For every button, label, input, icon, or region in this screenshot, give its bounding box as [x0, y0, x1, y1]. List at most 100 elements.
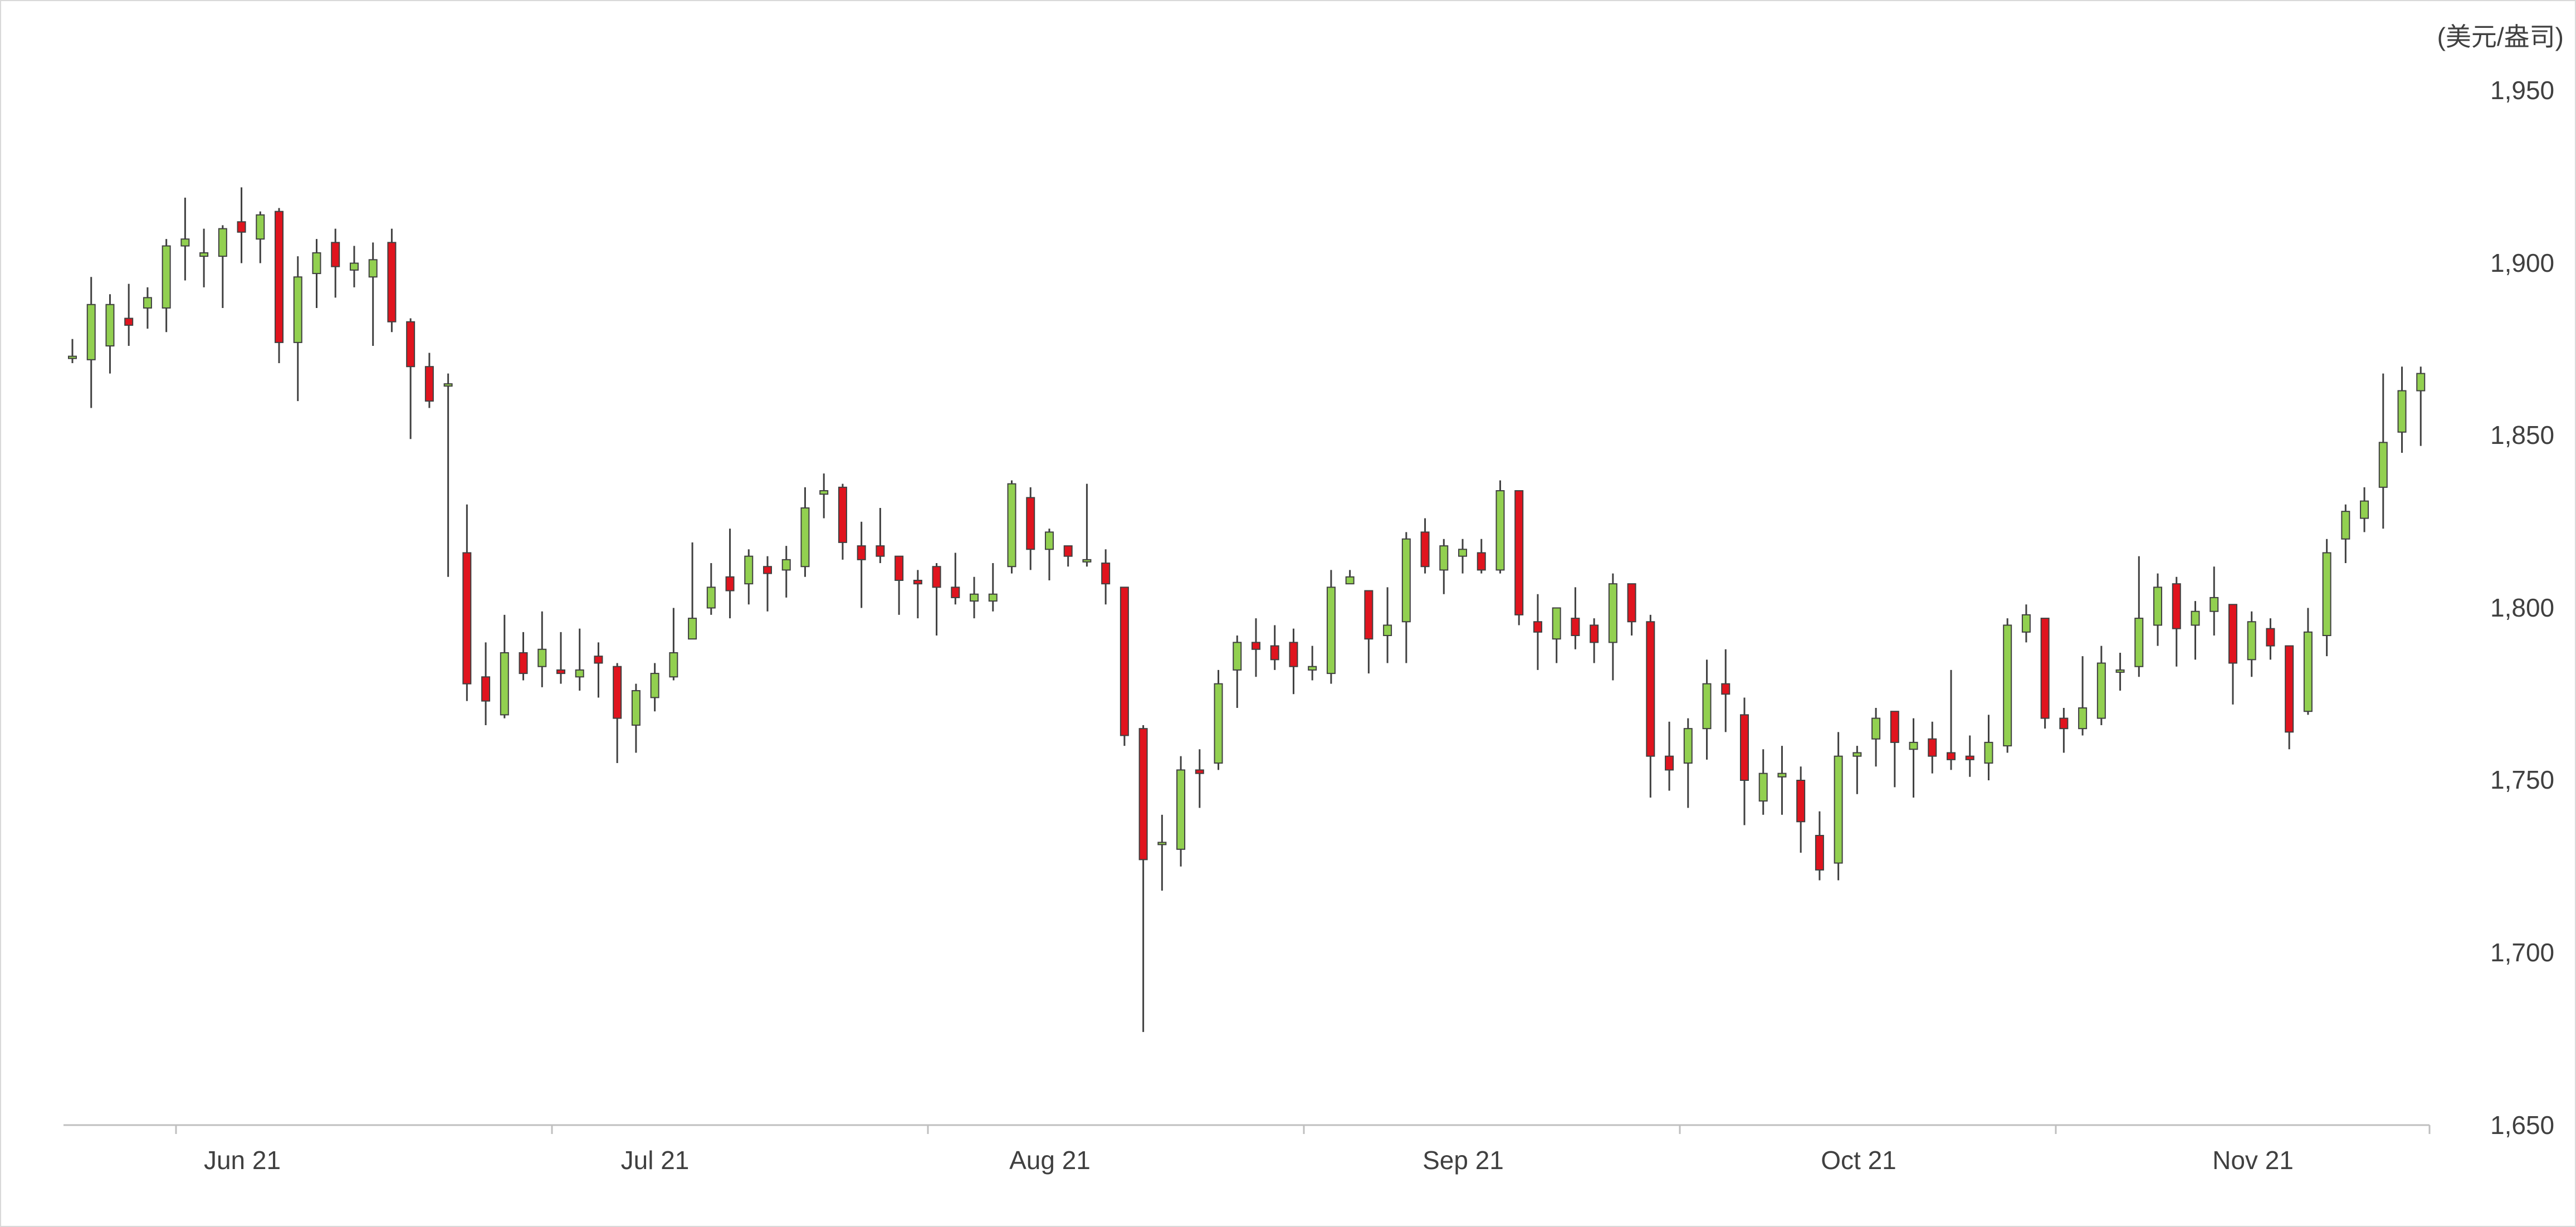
candle — [2078, 656, 2088, 736]
candle — [1044, 529, 1054, 580]
candle — [594, 642, 603, 698]
candle — [1928, 721, 1937, 774]
x-tick-label: Oct 21 — [1821, 1146, 1896, 1175]
candle — [1458, 539, 1468, 574]
candle — [105, 294, 115, 374]
candle-body-up — [1552, 607, 1561, 640]
candle — [2303, 608, 2313, 715]
candle-body-up — [2021, 614, 2031, 633]
candle-body-down — [1965, 755, 1974, 760]
candle-body-down — [1590, 624, 1599, 643]
candle-body-up — [2134, 618, 2144, 667]
candle — [894, 555, 904, 615]
candle — [744, 549, 754, 605]
candle-body-up — [1852, 752, 1862, 757]
candle — [1646, 614, 1655, 798]
candle — [1552, 607, 1561, 663]
candle-body-down — [1815, 835, 1824, 871]
candle-body-up — [1984, 741, 1993, 764]
candle — [876, 507, 885, 564]
candle — [1063, 545, 1073, 567]
candle — [406, 318, 416, 439]
candle-body-down — [594, 656, 603, 664]
candle — [2191, 601, 2200, 660]
candle — [1665, 721, 1674, 791]
candle-body-up — [68, 355, 77, 359]
candle-body-down — [951, 586, 960, 598]
candle-body-up — [744, 555, 754, 585]
candle-body-down — [763, 566, 773, 574]
candle — [2096, 646, 2106, 725]
candle — [951, 553, 960, 605]
candle-body-up — [2210, 597, 2219, 612]
candle-body-down — [1928, 738, 1937, 757]
candle-body-down — [1796, 780, 1806, 823]
candle-body-up — [988, 593, 998, 602]
candle-body-up — [669, 652, 678, 678]
unit-label: (美元/盎司) — [2437, 22, 2564, 51]
candle — [2266, 618, 2275, 660]
candle-body-down — [2285, 645, 2294, 733]
x-tick-label: Jul 21 — [621, 1146, 690, 1175]
candle-body-up — [575, 669, 584, 678]
candle-body-up — [1214, 683, 1223, 764]
candle-body-down — [1101, 563, 1111, 585]
candle — [1777, 746, 1787, 815]
candle-body-up — [2416, 373, 2426, 392]
candle — [537, 611, 547, 687]
candle — [706, 563, 716, 615]
candle — [932, 563, 941, 636]
candle — [2021, 604, 2031, 643]
candle-body-up — [1176, 769, 1186, 850]
candle — [2360, 487, 2369, 532]
candle — [2040, 618, 2050, 729]
candle — [2134, 556, 2144, 677]
candle — [1120, 586, 1129, 746]
candle — [1571, 587, 1580, 649]
candle — [1627, 583, 1636, 636]
candle — [1383, 587, 1392, 663]
candle-body-up — [1326, 586, 1336, 674]
candle — [424, 353, 434, 408]
candle — [162, 239, 171, 333]
candle-body-up — [1007, 483, 1016, 568]
candle — [1251, 618, 1260, 677]
candle-body-down — [2266, 628, 2275, 647]
candle — [2397, 366, 2407, 453]
candle — [2416, 366, 2426, 446]
candle-body-down — [1420, 531, 1430, 568]
candle — [1852, 746, 1862, 794]
candle — [800, 487, 810, 577]
candle-body-up — [1383, 624, 1392, 637]
candle-body-up — [2096, 662, 2106, 719]
y-tick-label: 1,850 — [2490, 421, 2554, 449]
candle — [293, 256, 302, 402]
candle — [1590, 618, 1599, 663]
candle — [2322, 539, 2331, 657]
candle — [1401, 532, 1411, 663]
candle — [763, 556, 773, 612]
candle — [1871, 708, 1881, 767]
candle-body-up — [1702, 683, 1712, 730]
candle — [1739, 697, 1749, 825]
candle-body-up — [1495, 490, 1505, 571]
candle — [1533, 594, 1542, 670]
candle-body-up — [105, 304, 115, 347]
candle-body-up — [443, 383, 453, 387]
candle-body-up — [1157, 842, 1167, 845]
candle — [1326, 570, 1336, 684]
candle — [1157, 814, 1167, 891]
candle-body-down — [613, 666, 622, 719]
y-tick-label: 1,900 — [2490, 248, 2554, 277]
candle — [688, 542, 697, 640]
candle — [1082, 483, 1092, 567]
candle — [1721, 649, 1731, 732]
candle-body-up — [1044, 531, 1054, 550]
candle-body-up — [180, 238, 190, 247]
candle-body-up — [2191, 610, 2200, 626]
candle — [86, 277, 96, 408]
candle — [2115, 652, 2125, 691]
candle — [2378, 373, 2388, 529]
candle-body-down — [406, 321, 416, 368]
